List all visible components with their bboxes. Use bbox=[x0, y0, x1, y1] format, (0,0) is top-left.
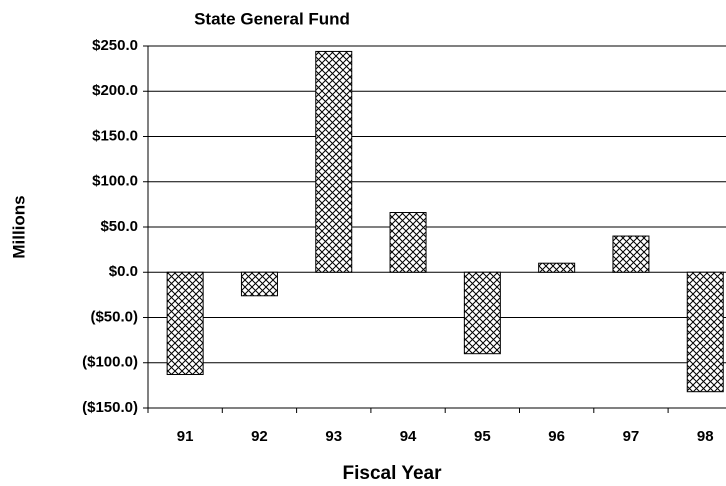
x-tick-label: 97 bbox=[623, 428, 640, 445]
chart-title: State General Fund bbox=[194, 9, 350, 28]
y-tick-label: ($50.0) bbox=[90, 308, 138, 325]
bar bbox=[240, 271, 278, 297]
y-tick-label: $0.0 bbox=[109, 263, 138, 280]
y-tick-label: $50.0 bbox=[100, 218, 138, 235]
y-tick-label: $250.0 bbox=[92, 37, 138, 54]
y-tick-label: ($100.0) bbox=[82, 354, 138, 371]
y-tick-label: ($150.0) bbox=[82, 399, 138, 416]
bar bbox=[612, 235, 650, 273]
bar bbox=[538, 262, 576, 273]
bar bbox=[686, 271, 724, 393]
bar bbox=[315, 50, 353, 273]
y-tick-label: $100.0 bbox=[92, 173, 138, 190]
x-tick-label: 98 bbox=[697, 428, 714, 445]
x-tick-label: 96 bbox=[548, 428, 565, 445]
x-tick-label: 94 bbox=[400, 428, 417, 445]
x-tick-label: 92 bbox=[251, 428, 268, 445]
x-tick-label: 93 bbox=[325, 428, 342, 445]
x-tick-label: 91 bbox=[177, 428, 194, 445]
y-tick-label: $150.0 bbox=[92, 127, 138, 144]
bar bbox=[166, 271, 204, 376]
x-tick-label: 95 bbox=[474, 428, 491, 445]
bar bbox=[463, 271, 501, 355]
y-tick-label: $200.0 bbox=[92, 82, 138, 99]
y-axis-label: Millions bbox=[9, 195, 28, 258]
bar bbox=[389, 212, 427, 273]
x-axis-label: Fiscal Year bbox=[343, 463, 443, 484]
